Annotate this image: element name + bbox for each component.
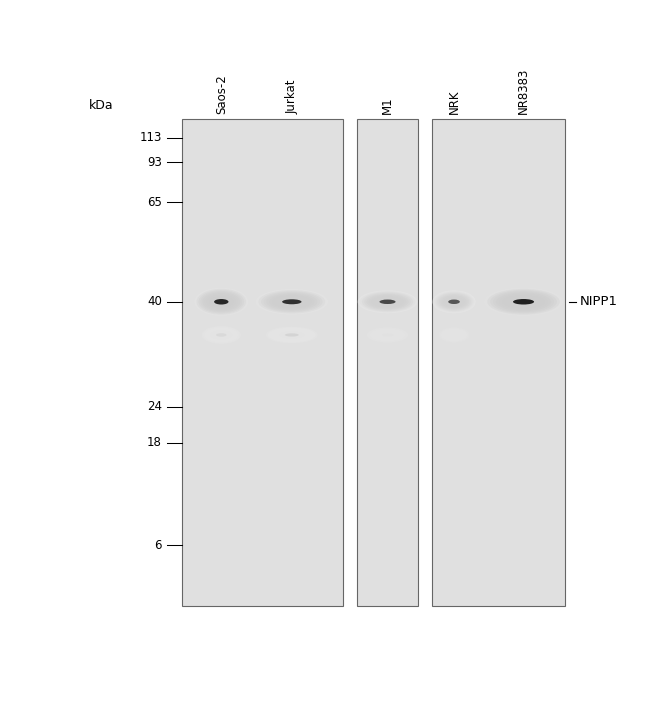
Ellipse shape [369, 328, 407, 342]
Ellipse shape [270, 328, 314, 342]
Ellipse shape [450, 333, 458, 337]
Ellipse shape [371, 329, 404, 341]
Ellipse shape [194, 288, 248, 316]
Ellipse shape [440, 295, 468, 309]
Ellipse shape [370, 296, 404, 308]
Ellipse shape [196, 289, 246, 314]
Ellipse shape [272, 329, 312, 341]
Ellipse shape [266, 327, 318, 343]
Ellipse shape [285, 333, 299, 337]
Ellipse shape [439, 327, 469, 342]
Ellipse shape [206, 294, 237, 309]
Text: 93: 93 [147, 156, 162, 169]
Ellipse shape [261, 291, 322, 312]
Ellipse shape [504, 296, 543, 308]
Ellipse shape [370, 329, 405, 341]
Ellipse shape [493, 291, 554, 312]
Ellipse shape [441, 329, 467, 341]
Text: M1: M1 [381, 96, 394, 113]
Text: Saos-2: Saos-2 [214, 74, 227, 113]
Ellipse shape [359, 292, 415, 312]
Ellipse shape [208, 296, 235, 308]
Text: NR8383: NR8383 [517, 67, 530, 113]
Bar [358, 119, 418, 606]
Ellipse shape [274, 297, 309, 307]
Ellipse shape [205, 327, 238, 342]
Ellipse shape [264, 292, 320, 312]
Ellipse shape [436, 292, 473, 312]
Ellipse shape [202, 326, 241, 344]
Ellipse shape [367, 294, 409, 309]
Ellipse shape [499, 294, 549, 310]
Ellipse shape [362, 292, 413, 312]
Ellipse shape [487, 289, 560, 314]
Ellipse shape [490, 290, 557, 314]
Ellipse shape [258, 290, 325, 314]
Text: 18: 18 [147, 437, 162, 449]
Ellipse shape [443, 297, 465, 307]
Ellipse shape [502, 294, 545, 309]
Ellipse shape [214, 299, 229, 304]
Ellipse shape [432, 290, 476, 313]
Ellipse shape [269, 294, 315, 309]
Ellipse shape [266, 293, 317, 310]
Text: 113: 113 [140, 131, 162, 144]
Ellipse shape [496, 292, 551, 312]
Text: kDa: kDa [89, 99, 114, 112]
Ellipse shape [268, 327, 316, 342]
Ellipse shape [255, 289, 328, 314]
Bar [182, 119, 343, 606]
Ellipse shape [513, 299, 534, 304]
Ellipse shape [367, 327, 408, 342]
Ellipse shape [382, 333, 393, 337]
Ellipse shape [380, 299, 396, 304]
Ellipse shape [364, 293, 411, 310]
Ellipse shape [442, 296, 466, 308]
Ellipse shape [439, 328, 469, 342]
Bar [432, 119, 565, 606]
Ellipse shape [439, 294, 469, 309]
Ellipse shape [204, 294, 239, 310]
Ellipse shape [203, 327, 239, 343]
Ellipse shape [369, 295, 406, 309]
Ellipse shape [437, 293, 471, 310]
Ellipse shape [434, 292, 474, 312]
Ellipse shape [373, 297, 402, 307]
Ellipse shape [206, 328, 237, 342]
Ellipse shape [272, 295, 312, 308]
Ellipse shape [207, 329, 235, 341]
Text: 6: 6 [154, 538, 162, 551]
Text: 40: 40 [147, 295, 162, 308]
Ellipse shape [216, 333, 227, 337]
Text: 65: 65 [147, 196, 162, 209]
Text: Jurkat: Jurkat [285, 79, 298, 113]
Ellipse shape [274, 330, 310, 340]
Ellipse shape [200, 291, 242, 312]
Ellipse shape [198, 290, 244, 314]
Ellipse shape [358, 290, 417, 313]
Text: NRK: NRK [447, 89, 460, 113]
Text: 24: 24 [147, 401, 162, 414]
Ellipse shape [448, 299, 460, 304]
Ellipse shape [484, 288, 563, 316]
Ellipse shape [282, 299, 302, 304]
Text: NIPP1: NIPP1 [580, 295, 618, 308]
Ellipse shape [202, 292, 240, 312]
